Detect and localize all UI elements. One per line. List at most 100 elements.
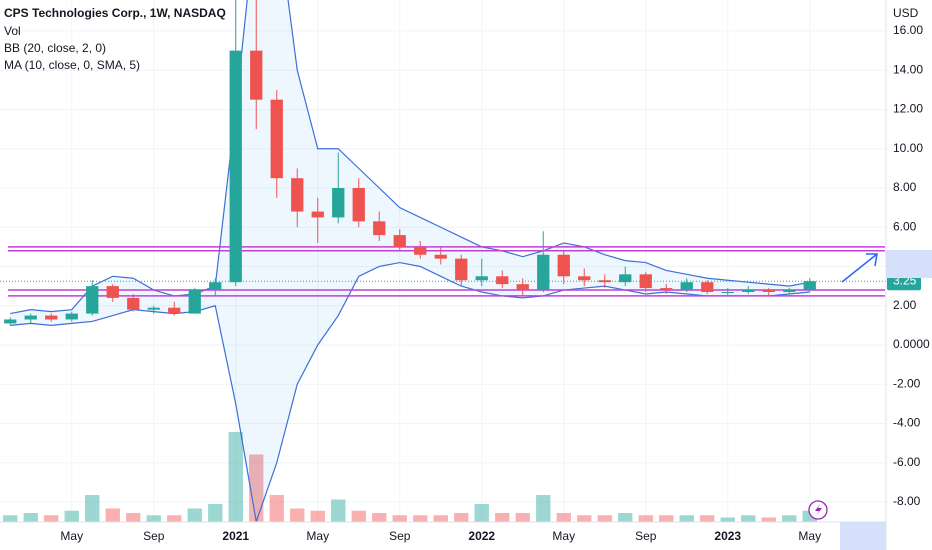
candle-body [250, 50, 263, 100]
volume-bar [474, 504, 489, 522]
candle-body [311, 211, 324, 218]
bb-line [10, 261, 810, 522]
volume-bar [23, 513, 38, 522]
candle-body [680, 282, 693, 291]
candle-body [106, 286, 119, 298]
candle-body [660, 288, 673, 291]
volume-bar [85, 495, 100, 522]
y-tick-label: -4.00 [893, 416, 921, 430]
events-icon-bolt [815, 504, 822, 516]
plot [0, 0, 886, 522]
volume-bar [802, 510, 817, 522]
volume-bar [700, 515, 715, 522]
candle-body [393, 235, 406, 247]
candle-body [352, 187, 365, 222]
volume-bar [638, 515, 653, 522]
candle-body [188, 290, 201, 314]
volume-bar [310, 510, 325, 522]
volume-bar [44, 515, 59, 522]
candle-body [557, 254, 570, 277]
volume-bar [679, 515, 694, 522]
candle-body [168, 307, 181, 314]
bb-line [10, 0, 810, 315]
candle-body [701, 282, 714, 293]
axes: 16.0014.0012.0010.008.006.004.002.000.00… [60, 23, 930, 543]
volume-bar [741, 515, 756, 522]
x-tick-label: Sep [389, 529, 411, 543]
volume-bar [618, 513, 633, 522]
x-tick-label: Sep [143, 529, 165, 543]
x-tick-label: Sep [635, 529, 657, 543]
candle-body [783, 290, 796, 293]
x-tick-label: May [798, 529, 821, 543]
volume-bar [290, 508, 305, 522]
volume-bar [761, 517, 776, 522]
volume-bar [3, 515, 18, 522]
candle-body [373, 221, 386, 236]
y-tick-label: 16.00 [893, 23, 923, 37]
candle-body [270, 99, 283, 179]
volume-bar [167, 515, 182, 522]
x-tick-label: 2021 [222, 529, 249, 543]
candle-body [803, 281, 816, 291]
candle-body [45, 315, 58, 320]
volume-bar [413, 515, 428, 522]
volume-bar [146, 515, 161, 522]
candle-body [229, 50, 242, 283]
candle-body [86, 286, 99, 314]
y-tick-label: -8.00 [893, 494, 921, 508]
volume-bar [495, 513, 510, 522]
y-tick-label: 0.0000 [893, 337, 930, 351]
volume-bar [659, 515, 674, 522]
y-tick-label: -2.00 [893, 376, 921, 390]
candle-body [721, 292, 734, 294]
candle-body [414, 246, 427, 255]
candle-body [475, 276, 488, 281]
candle-body [619, 274, 632, 283]
volume-bar [782, 515, 797, 522]
x-tick-label: 2022 [468, 529, 495, 543]
candle-body [516, 284, 529, 291]
volume-bar [208, 504, 223, 522]
time-range-highlight [840, 522, 886, 550]
volume-bar [105, 508, 120, 522]
candle-body [209, 282, 222, 291]
candle-body [65, 313, 78, 320]
candle-body [578, 276, 591, 281]
candle-body [598, 280, 611, 283]
candle-body [455, 258, 468, 281]
x-tick-label: May [306, 529, 329, 543]
volume-bar [187, 508, 202, 522]
volume-bar [269, 495, 284, 522]
candle-body [4, 319, 17, 324]
volume-bar [64, 510, 79, 522]
grid [0, 0, 886, 522]
price-range-highlight [886, 250, 932, 278]
candle-body [332, 187, 345, 218]
volume-bar [249, 454, 264, 522]
volume-bar [126, 513, 141, 522]
legend-indicator: MA (10, close, 0, SMA, 5) [4, 58, 140, 72]
candle-body [24, 315, 37, 320]
volume-bar [351, 510, 366, 522]
legend-indicator: Vol [4, 24, 21, 38]
x-tick-label: May [552, 529, 575, 543]
volume-bar [597, 515, 612, 522]
legend-title: CPS Technologies Corp., 1W, NASDAQ [4, 6, 226, 20]
y-tick-label: 10.00 [893, 141, 923, 155]
volume-bar [577, 515, 592, 522]
candle-body [537, 254, 550, 291]
volume-bar [228, 432, 243, 522]
volume-bar [454, 513, 469, 522]
volume-bar [515, 513, 530, 522]
bb-fill [10, 0, 810, 522]
y-tick-label: 2.00 [893, 298, 917, 312]
volume-bar [433, 515, 448, 522]
currency-label: USD [893, 6, 919, 20]
y-tick-label: 6.00 [893, 219, 917, 233]
volume-pane [3, 432, 817, 522]
y-tick-label: 12.00 [893, 102, 923, 116]
volume-bar [536, 495, 551, 522]
arrow-drawing [841, 253, 878, 283]
